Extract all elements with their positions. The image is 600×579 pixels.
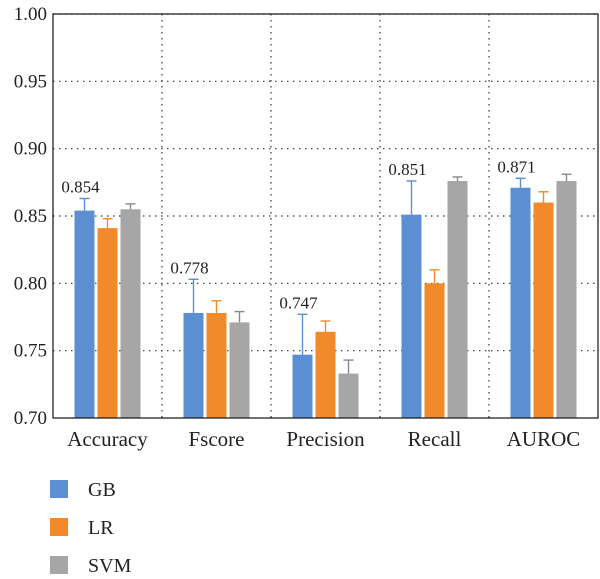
bar-lr-auroc: [533, 202, 554, 418]
data-label: 0.778: [170, 258, 208, 277]
legend: GB LR SVM: [50, 479, 132, 577]
data-label: 0.851: [388, 160, 426, 179]
bar-lr-accuracy: [97, 228, 118, 418]
y-tick-label: 0.80: [14, 273, 47, 294]
plot-frame: [52, 13, 599, 419]
bar-gb-precision: [292, 354, 313, 418]
y-tick-label: 1.00: [14, 4, 47, 25]
bar-gb-recall: [401, 214, 422, 418]
bars: [74, 173, 577, 418]
legend-swatch-svm: [50, 556, 68, 574]
y-tick-label: 0.90: [14, 139, 47, 160]
x-category-label: Recall: [408, 427, 462, 451]
legend-swatch-gb: [50, 480, 68, 498]
legend-label-lr: LR: [88, 517, 114, 539]
bar-svm-recall: [447, 180, 468, 418]
data-label: 0.747: [279, 293, 318, 312]
bar-svm-auroc: [556, 180, 577, 418]
labels: 0.70 0.75 0.80 0.85 0.90 0.95 1.00 0.854 Accurac…: [14, 4, 581, 451]
bar-svm-precision: [338, 373, 359, 418]
x-category-label: Precision: [286, 427, 365, 451]
y-tick-label: 0.75: [14, 341, 47, 362]
bar-lr-recall: [424, 283, 445, 418]
bar-gb-accuracy: [74, 210, 95, 418]
bar-lr-fscore: [206, 312, 227, 418]
y-tick-label: 0.85: [14, 206, 47, 227]
legend-swatch-lr: [50, 518, 68, 536]
legend-label-gb: GB: [88, 479, 116, 501]
data-label: 0.854: [61, 177, 100, 196]
data-label: 0.871: [497, 157, 535, 176]
y-tick-label: 0.95: [14, 71, 47, 92]
bar-gb-auroc: [510, 187, 531, 418]
legend-label-svm: SVM: [88, 555, 132, 577]
y-tick-label: 0.70: [14, 408, 47, 429]
x-category-label: Fscore: [189, 427, 245, 451]
x-category-label: Accuracy: [67, 427, 148, 451]
bar-svm-accuracy: [120, 209, 141, 418]
bar-lr-precision: [315, 331, 336, 418]
axes: [52, 13, 599, 419]
bar-svm-fscore: [229, 322, 250, 418]
bar-gb-fscore: [183, 312, 204, 418]
x-category-label: AUROC: [507, 427, 581, 451]
